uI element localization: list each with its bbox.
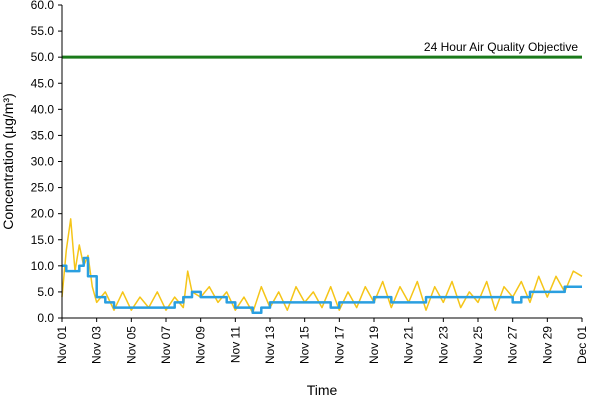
y-tick-label: 60.0 (31, 0, 55, 12)
x-tick-label: Nov 17 (332, 326, 346, 364)
x-axis-title: Time (307, 382, 338, 398)
x-axis-ticks: Nov 01 Nov 03 Nov 05 Nov 07 Nov 09 Nov 11 Nov … (55, 318, 589, 364)
x-tick-label: Nov 23 (436, 326, 450, 364)
series-line-1 (62, 256, 582, 315)
y-tick-label: 35.0 (31, 128, 55, 142)
objective-label: 24 Hour Air Quality Objective (424, 40, 578, 54)
y-tick-label: 50.0 (31, 50, 55, 64)
y-tick-label: 0.0 (37, 311, 54, 325)
y-tick-label: 20.0 (31, 207, 55, 221)
y-tick-label: 45.0 (31, 76, 55, 90)
series-line-0 (61, 218, 583, 314)
x-tick-label: Nov 27 (506, 326, 520, 364)
x-tick-label: Nov 11 (228, 326, 242, 363)
x-tick-label: Nov 13 (263, 326, 277, 364)
y-axis-title: Concentration (µg/m³) (0, 93, 16, 229)
x-tick-label: Nov 01 (55, 326, 69, 364)
y-tick-label: 55.0 (31, 24, 55, 38)
x-tick-label: Nov 21 (402, 326, 416, 364)
x-tick-label: Nov 19 (367, 326, 381, 364)
y-tick-label: 40.0 (31, 102, 55, 116)
x-tick-label: Nov 03 (90, 326, 104, 364)
x-tick-label: Nov 29 (540, 326, 554, 364)
x-tick-label: Nov 25 (471, 326, 485, 364)
y-tick-label: 30.0 (31, 155, 55, 169)
x-tick-label: Nov 05 (124, 326, 138, 364)
y-tick-label: 10.0 (31, 259, 55, 273)
x-tick-label: Nov 15 (298, 326, 312, 364)
x-tick-label: Nov 09 (194, 326, 208, 364)
series-layer (61, 218, 583, 315)
y-tick-label: 5.0 (37, 285, 54, 299)
y-tick-label: 15.0 (31, 233, 55, 247)
y-axis-ticks: 0.0 5.0 10.0 15.0 20.0 25.0 30.0 35.0 40.0 45.0 50… (31, 0, 62, 325)
y-tick-label: 25.0 (31, 181, 55, 195)
x-tick-label: Dec 01 (575, 326, 589, 364)
x-tick-label: Nov 07 (159, 326, 173, 364)
